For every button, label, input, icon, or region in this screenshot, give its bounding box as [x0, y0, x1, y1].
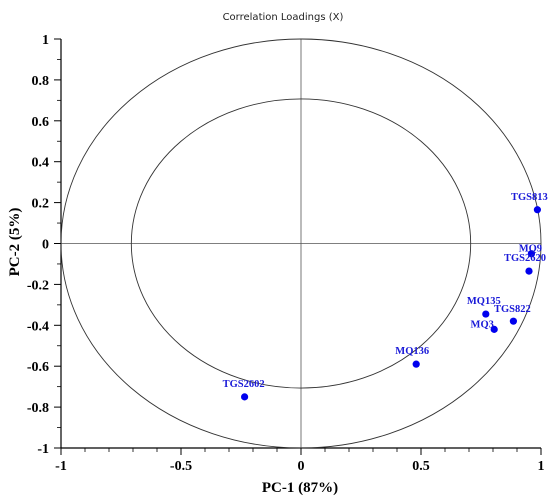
point-label-mq3: MQ3: [471, 319, 494, 330]
y-tick-label: 0.2: [32, 197, 50, 212]
data-point-mq9: [527, 250, 536, 258]
x-tick-label: 1: [538, 459, 545, 474]
data-point-tgs2620: [525, 267, 533, 275]
y-tick-label: -0.2: [27, 278, 49, 293]
point-label-tgs813: TGS813: [511, 192, 548, 203]
point-label-tgs2602: TGS2602: [223, 379, 265, 390]
x-axis-label: PC-1 (87%): [262, 480, 338, 496]
y-tick-label: -0.6: [27, 360, 49, 375]
data-point-tgs813: [533, 206, 542, 214]
x-tick-label: 0: [298, 459, 305, 474]
y-tick-label: 0: [42, 238, 49, 253]
data-point-mq3: [490, 325, 498, 333]
point-label-mq135: MQ135: [467, 296, 501, 307]
x-tick-label: -1: [55, 459, 67, 474]
chart-title: Correlation Loadings (X): [223, 12, 344, 23]
inner-correlation-circle: [130, 98, 472, 389]
point-label-mq9: MQ9: [519, 244, 542, 255]
point-label-tgs822: TGS822: [494, 304, 531, 315]
y-tick-label: 0.8: [32, 74, 50, 89]
y-tick-label: 1: [42, 33, 49, 48]
data-point-mq135: [482, 310, 490, 318]
point-label-mq136: MQ136: [395, 346, 429, 357]
y-axis-label: PC-2 (5%): [7, 208, 23, 277]
data-point-mq136: [412, 360, 420, 368]
plot-area: -1 -0.5 0 0.5 1 1 0.8 0.6 0.4 0.2 0 -0.2 -0.4 -0.6 -0.…: [27, 33, 548, 474]
data-point-tgs822: [509, 317, 517, 325]
point-label-tgs2620: TGS2620: [504, 253, 546, 264]
y-tick-label: -0.8: [27, 401, 49, 416]
y-tick-label: 0.6: [32, 115, 50, 130]
y-tick-label: 0.4: [32, 156, 50, 171]
x-tick-label: -0.5: [170, 459, 192, 474]
y-tick-label: -1: [37, 442, 49, 457]
y-tick-label: -0.4: [27, 319, 49, 334]
data-point-tgs2602: [241, 393, 249, 401]
x-tick-label: 0.5: [412, 459, 430, 474]
